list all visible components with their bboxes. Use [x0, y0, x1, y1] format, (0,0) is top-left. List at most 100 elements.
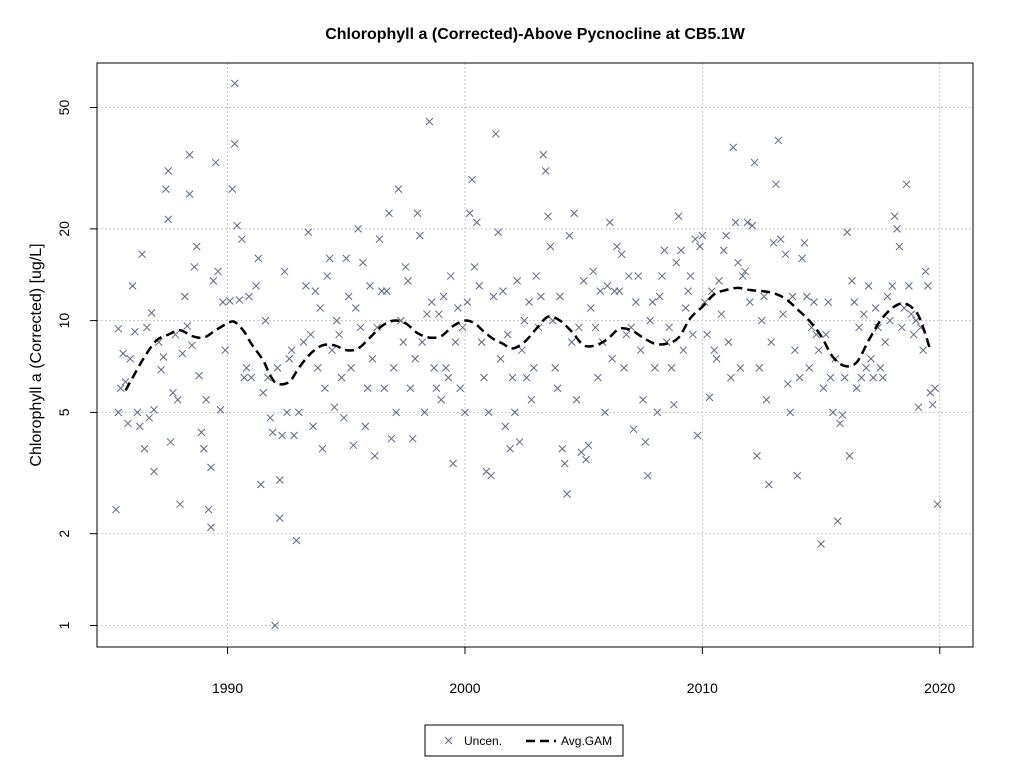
data-point [347, 363, 355, 372]
data-point [584, 441, 593, 450]
data-point [506, 444, 514, 453]
data-point [430, 363, 438, 372]
x-tick-label-2020: 2020 [924, 680, 955, 696]
data-point [819, 384, 828, 393]
data-point [836, 419, 844, 428]
data-point [840, 373, 849, 382]
data-point [420, 408, 429, 417]
data-point [178, 349, 187, 358]
data-point [845, 452, 854, 460]
y-tick-label-10: 10 [56, 313, 72, 329]
data-point [914, 403, 923, 412]
data-point [235, 295, 244, 304]
data-point [589, 267, 598, 276]
y-tick-label-1: 1 [56, 621, 72, 629]
data-point [741, 267, 749, 276]
data-point [679, 346, 688, 355]
data-point [207, 523, 215, 532]
data-point [199, 444, 208, 453]
data-point [579, 277, 588, 285]
data-point [905, 282, 913, 290]
data-point [349, 441, 358, 450]
data-point [886, 316, 894, 325]
data-point [774, 136, 783, 145]
data-point [613, 242, 621, 251]
data-point [273, 363, 282, 372]
data-point [363, 384, 372, 393]
data-point [216, 405, 225, 414]
data-point [648, 298, 657, 306]
data-point [731, 218, 740, 227]
data-point [311, 287, 320, 295]
data-point [356, 323, 365, 332]
data-point [634, 272, 643, 280]
data-point [157, 365, 165, 374]
data-point [878, 373, 887, 382]
data-point [397, 316, 405, 325]
data-point [795, 373, 804, 382]
data-point [821, 330, 830, 339]
data-point [596, 287, 605, 295]
data-point [330, 403, 339, 412]
data-point [318, 444, 327, 453]
legend-gam-label: Avg.GAM [561, 734, 612, 748]
data-point [503, 330, 512, 339]
data-point [931, 384, 939, 393]
data-point [883, 292, 892, 301]
data-point [798, 254, 806, 263]
data-point [299, 338, 308, 347]
data-point [183, 322, 192, 330]
data-point [266, 413, 275, 422]
data-point [437, 395, 446, 404]
data-point [302, 282, 310, 290]
data-point [316, 304, 325, 312]
data-point [411, 354, 419, 363]
data-point [323, 272, 332, 280]
data-point [582, 455, 590, 464]
x-tick-label-1990: 1990 [212, 680, 243, 696]
data-point [888, 282, 897, 290]
data-point [328, 346, 336, 355]
data-point [126, 354, 135, 363]
data-point [131, 327, 139, 336]
chart-title: Chlorophyll a (Corrected)-Above Pycnocli… [325, 26, 746, 43]
data-point [116, 384, 125, 393]
data-point [321, 384, 329, 393]
data-point [622, 330, 631, 339]
data-point [601, 408, 609, 417]
data-point [245, 292, 253, 301]
data-point [242, 363, 251, 372]
data-point [909, 330, 918, 339]
data-point [387, 434, 396, 443]
data-point [202, 395, 211, 404]
data-point [764, 480, 773, 489]
data-point [380, 384, 389, 393]
data-point [366, 282, 374, 290]
data-point [897, 323, 906, 332]
data-point [458, 323, 467, 332]
data-point [655, 292, 664, 301]
data-point [586, 304, 595, 312]
plot-frame [96, 62, 974, 648]
data-point [268, 428, 277, 437]
data-point [408, 434, 417, 443]
data-point [729, 143, 738, 152]
data-point [489, 292, 498, 301]
data-point [793, 471, 802, 480]
data-point [919, 346, 927, 355]
data-point [261, 316, 270, 325]
data-point [508, 373, 517, 382]
x-tick-label-2010: 2010 [687, 680, 718, 696]
data-point [451, 338, 460, 347]
data-point [833, 517, 842, 525]
data-point [719, 246, 728, 255]
data-point [681, 304, 690, 312]
data-point [817, 540, 825, 548]
data-point [674, 212, 683, 221]
data-point [477, 338, 486, 347]
data-point [368, 354, 377, 363]
data-point [850, 298, 859, 306]
data-point [335, 330, 343, 339]
data-point [594, 373, 602, 382]
data-point [717, 310, 726, 319]
